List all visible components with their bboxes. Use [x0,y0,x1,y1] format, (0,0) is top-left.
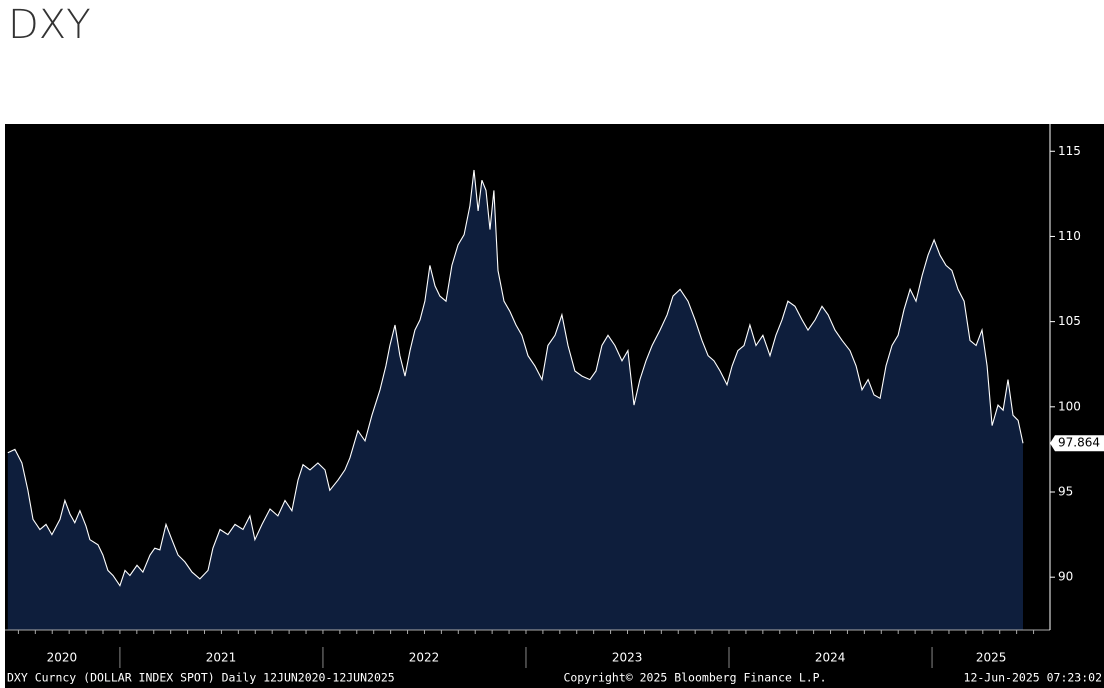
last-value-box [1050,435,1104,452]
x-tick-label: 2021 [206,651,237,665]
footer-right: 12-Jun-2025 07:23:02 [964,671,1102,685]
x-tick-label: 2022 [409,651,440,665]
last-value-label: 97.864 [1058,436,1100,450]
footer-center: Copyright© 2025 Bloomberg Finance L.P. [563,671,826,685]
y-tick-label: 105 [1058,314,1081,328]
x-tick-label: 2024 [815,651,846,665]
y-tick-label: 110 [1058,229,1081,243]
area [7,170,1024,630]
x-tick-label: 2020 [47,651,78,665]
y-tick-label: 90 [1058,570,1073,584]
y-tick-label: 95 [1058,485,1073,499]
y-tick-label: 115 [1058,144,1081,158]
line [7,169,1024,587]
y-tick-label: 100 [1058,399,1081,413]
footer-left: DXY Curncy (DOLLAR INDEX SPOT) Daily 12J… [7,671,395,685]
x-tick-label: 2025 [976,651,1007,665]
chart-title: DXY [8,2,91,48]
x-tick-label: 2023 [612,651,643,665]
